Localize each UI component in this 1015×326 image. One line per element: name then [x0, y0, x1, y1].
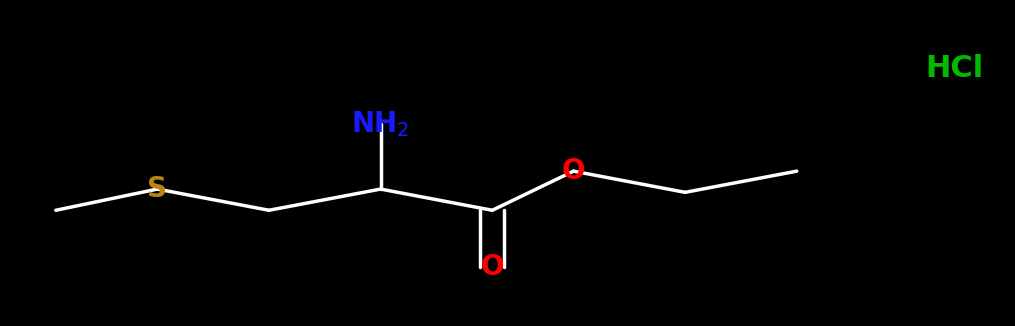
Text: S: S	[147, 175, 167, 203]
Text: O: O	[480, 253, 504, 281]
Text: HCl: HCl	[925, 54, 984, 83]
Text: O: O	[561, 157, 586, 185]
Text: NH$_2$: NH$_2$	[351, 109, 410, 139]
